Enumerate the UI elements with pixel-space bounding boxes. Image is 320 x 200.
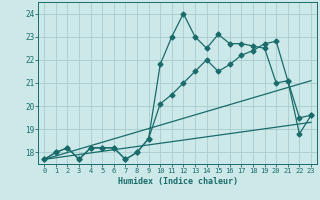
X-axis label: Humidex (Indice chaleur): Humidex (Indice chaleur): [118, 177, 238, 186]
